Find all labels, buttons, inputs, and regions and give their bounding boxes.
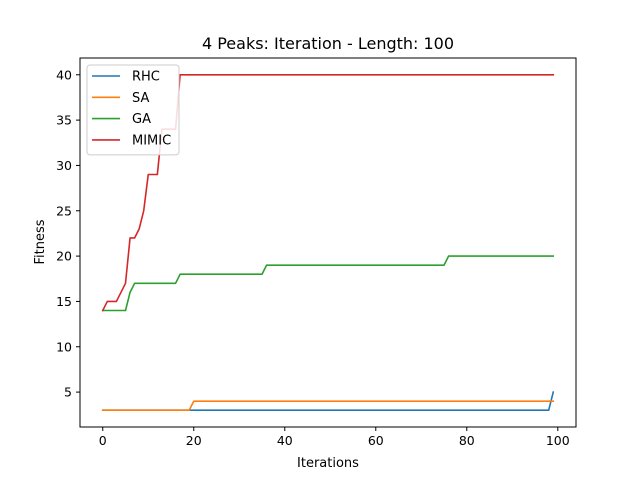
- y-tick-label: 20: [56, 249, 72, 264]
- x-tick-label: 0: [99, 433, 107, 448]
- y-tick-label: 25: [56, 203, 72, 218]
- x-tick-label: 40: [277, 433, 293, 448]
- x-axis-label: Iterations: [297, 456, 359, 471]
- x-tick-label: 60: [368, 433, 384, 448]
- legend-label-mimic: MIMIC: [132, 133, 171, 148]
- plot-series: [101, 73, 555, 412]
- y-axis-label: Fitness: [33, 219, 48, 264]
- legend-label-sa: SA: [132, 91, 149, 106]
- y-tick-label: 15: [56, 294, 72, 309]
- x-tick-label: 100: [546, 433, 570, 448]
- y-axis: 5 10 15 20 25 30 35 40: [56, 67, 80, 400]
- series-line-rhc: [101, 391, 555, 412]
- x-tick-label: 80: [459, 433, 475, 448]
- legend: RHC SA GA MIMIC: [86, 64, 180, 156]
- y-tick-label: 10: [56, 339, 72, 354]
- y-tick-label: 40: [56, 67, 72, 82]
- y-tick-label: 30: [56, 158, 72, 173]
- x-axis: 0 20 40 60 80 100: [99, 427, 570, 448]
- legend-label-rhc: RHC: [132, 70, 160, 85]
- legend-box: [86, 64, 180, 156]
- chart-title: 4 Peaks: Iteration - Length: 100: [202, 34, 454, 53]
- y-tick-label: 35: [56, 113, 72, 128]
- plot-frame: [79, 57, 577, 428]
- y-tick-label: 5: [64, 385, 72, 400]
- legend-label-ga: GA: [132, 112, 151, 127]
- x-tick-label: 20: [186, 433, 202, 448]
- series-line-ga: [101, 255, 555, 312]
- series-line-sa: [101, 400, 555, 412]
